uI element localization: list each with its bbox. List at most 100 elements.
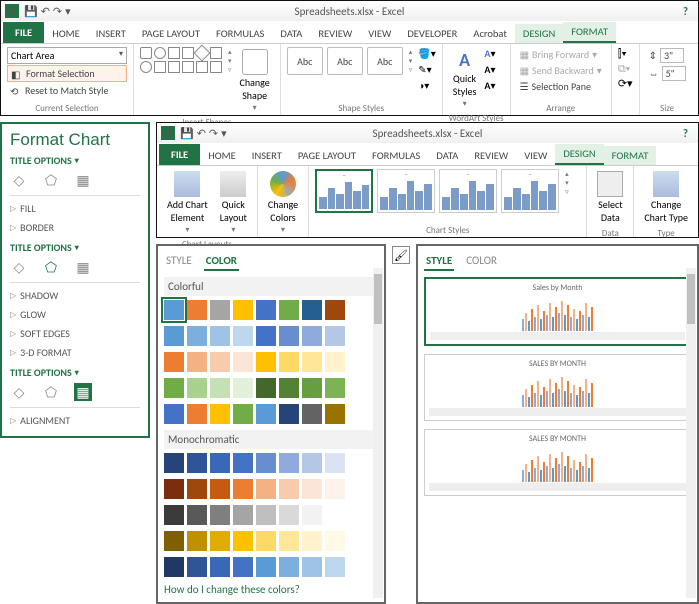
tab-file[interactable]: FILE: [159, 144, 200, 165]
shape-styles-expand[interactable]: ▴▾▿: [409, 47, 413, 74]
accordion-item[interactable]: GLOW: [10, 305, 140, 324]
color-swatch[interactable]: [302, 404, 322, 424]
color-swatch[interactable]: [233, 326, 253, 346]
add-chart-element-button[interactable]: Add Chart Element▾: [163, 169, 212, 237]
change-chart-type-button[interactable]: Change Chart Type: [640, 169, 692, 226]
color-scheme-row[interactable]: [164, 352, 378, 372]
color-swatch[interactable]: [187, 352, 207, 372]
size-props-icon[interactable]: ▦: [74, 171, 92, 189]
shape-style-preset-3[interactable]: Abc: [367, 47, 403, 75]
color-swatch[interactable]: [302, 557, 322, 577]
tab-design[interactable]: DESIGN: [555, 144, 603, 165]
color-swatch[interactable]: [164, 479, 184, 499]
color-swatch[interactable]: [187, 404, 207, 424]
color-swatch[interactable]: [302, 326, 322, 346]
color-swatch[interactable]: [233, 378, 253, 398]
color-swatch[interactable]: [279, 505, 299, 525]
tab-page-layout[interactable]: PAGE LAYOUT: [290, 146, 364, 165]
color-swatch[interactable]: [164, 453, 184, 473]
tab-view[interactable]: VIEW: [360, 24, 399, 43]
quick-layout-button[interactable]: Quick Layout▾: [216, 169, 251, 237]
redo-icon[interactable]: ↷: [53, 5, 62, 18]
accordion-item[interactable]: FILL: [10, 199, 140, 218]
color-swatch[interactable]: [325, 505, 345, 525]
text-effects-button[interactable]: A▾: [484, 79, 495, 92]
change-colors-button[interactable]: Change Colors▾: [264, 169, 302, 237]
color-scheme-row[interactable]: [164, 557, 378, 577]
shapes-palette[interactable]: [140, 47, 222, 73]
chart-style-thumb[interactable]: SALES BY MONTH: [424, 429, 691, 496]
color-swatch[interactable]: [256, 505, 276, 525]
color-scheme-row[interactable]: [164, 300, 378, 320]
tab-developer[interactable]: DEVELOPER: [399, 24, 465, 43]
undo-icon[interactable]: ↶: [41, 5, 50, 18]
shape-square-icon[interactable]: [154, 61, 166, 73]
color-swatch[interactable]: [233, 505, 253, 525]
shape-style-preset-2[interactable]: Abc: [327, 47, 363, 75]
tab-insert[interactable]: INSERT: [244, 146, 290, 165]
tab-review[interactable]: REVIEW: [310, 24, 360, 43]
accordion-item[interactable]: BORDER: [10, 218, 140, 237]
help-icon[interactable]: ?: [677, 2, 694, 21]
color-swatch[interactable]: [302, 300, 322, 320]
color-swatch[interactable]: [233, 352, 253, 372]
color-swatch[interactable]: [279, 479, 299, 499]
chart-element-dropdown[interactable]: Chart Area: [7, 47, 127, 64]
change-colors-link[interactable]: How do I change these colors?: [164, 583, 378, 596]
color-swatch[interactable]: [164, 505, 184, 525]
color-swatch[interactable]: [210, 479, 230, 499]
color-swatch[interactable]: [210, 300, 230, 320]
color-swatch[interactable]: [233, 531, 253, 551]
scrollbar[interactable]: [686, 268, 696, 598]
fill-line-icon[interactable]: ◇: [10, 258, 28, 276]
shapes-gallery-expand[interactable]: ▴▾▿: [228, 47, 232, 74]
tab-acrobat[interactable]: Acrobat: [465, 24, 515, 43]
chart-style-1[interactable]: ⎯: [315, 169, 373, 213]
text-outline-button[interactable]: A▾: [484, 63, 495, 76]
reset-to-match-button[interactable]: ⟲Reset to Match Style: [7, 83, 127, 98]
text-fill-button[interactable]: A▾: [484, 47, 495, 60]
color-swatch[interactable]: [279, 352, 299, 372]
scrollbar-thumb[interactable]: [374, 274, 382, 324]
color-swatch[interactable]: [302, 453, 322, 473]
color-swatch[interactable]: [325, 531, 345, 551]
color-swatch[interactable]: [256, 326, 276, 346]
title-options-3[interactable]: TITLE OPTIONS: [10, 366, 140, 379]
color-swatch[interactable]: [210, 557, 230, 577]
color-swatch[interactable]: [302, 378, 322, 398]
accordion-item[interactable]: SOFT EDGES: [10, 324, 140, 343]
color-swatch[interactable]: [279, 531, 299, 551]
tab-design[interactable]: DESIGN: [515, 24, 563, 43]
chart-style-thumb[interactable]: SALES BY MONTH: [424, 354, 691, 421]
color-swatch[interactable]: [279, 300, 299, 320]
accordion-item[interactable]: ALIGNMENT: [10, 411, 140, 430]
color-swatch[interactable]: [256, 352, 276, 372]
color-swatch[interactable]: [325, 453, 345, 473]
color-swatch[interactable]: [210, 453, 230, 473]
chart-styles-expand[interactable]: ▴▾▿: [565, 169, 569, 213]
color-swatch[interactable]: [187, 453, 207, 473]
color-scheme-row[interactable]: [164, 378, 378, 398]
change-shape-button[interactable]: Change Shape ▾: [236, 47, 274, 115]
save-icon[interactable]: 💾: [24, 5, 38, 18]
shape-tri-icon[interactable]: [168, 61, 180, 73]
title-options-1[interactable]: TITLE OPTIONS: [10, 154, 140, 167]
color-swatch[interactable]: [325, 378, 345, 398]
shape-text-icon[interactable]: [210, 47, 222, 59]
send-backward-button[interactable]: ▦Send Backward ▾: [517, 63, 605, 78]
fill-line-icon[interactable]: ◇: [10, 171, 28, 189]
color-swatch[interactable]: [164, 557, 184, 577]
color-scheme-row[interactable]: [164, 326, 378, 346]
color-swatch[interactable]: [302, 531, 322, 551]
tab-home[interactable]: HOME: [200, 146, 244, 165]
color-swatch[interactable]: [256, 378, 276, 398]
color-swatch[interactable]: [233, 479, 253, 499]
format-selection-button[interactable]: ◧Format Selection: [7, 65, 127, 82]
color-swatch[interactable]: [210, 531, 230, 551]
tab-home[interactable]: HOME: [44, 24, 88, 43]
group-objects-button[interactable]: ⧉▾: [618, 62, 633, 76]
size-props-icon[interactable]: ▦: [74, 258, 92, 276]
color-swatch[interactable]: [256, 531, 276, 551]
color-swatch[interactable]: [325, 557, 345, 577]
quick-styles-button[interactable]: A Quick Styles ▾: [449, 47, 481, 111]
